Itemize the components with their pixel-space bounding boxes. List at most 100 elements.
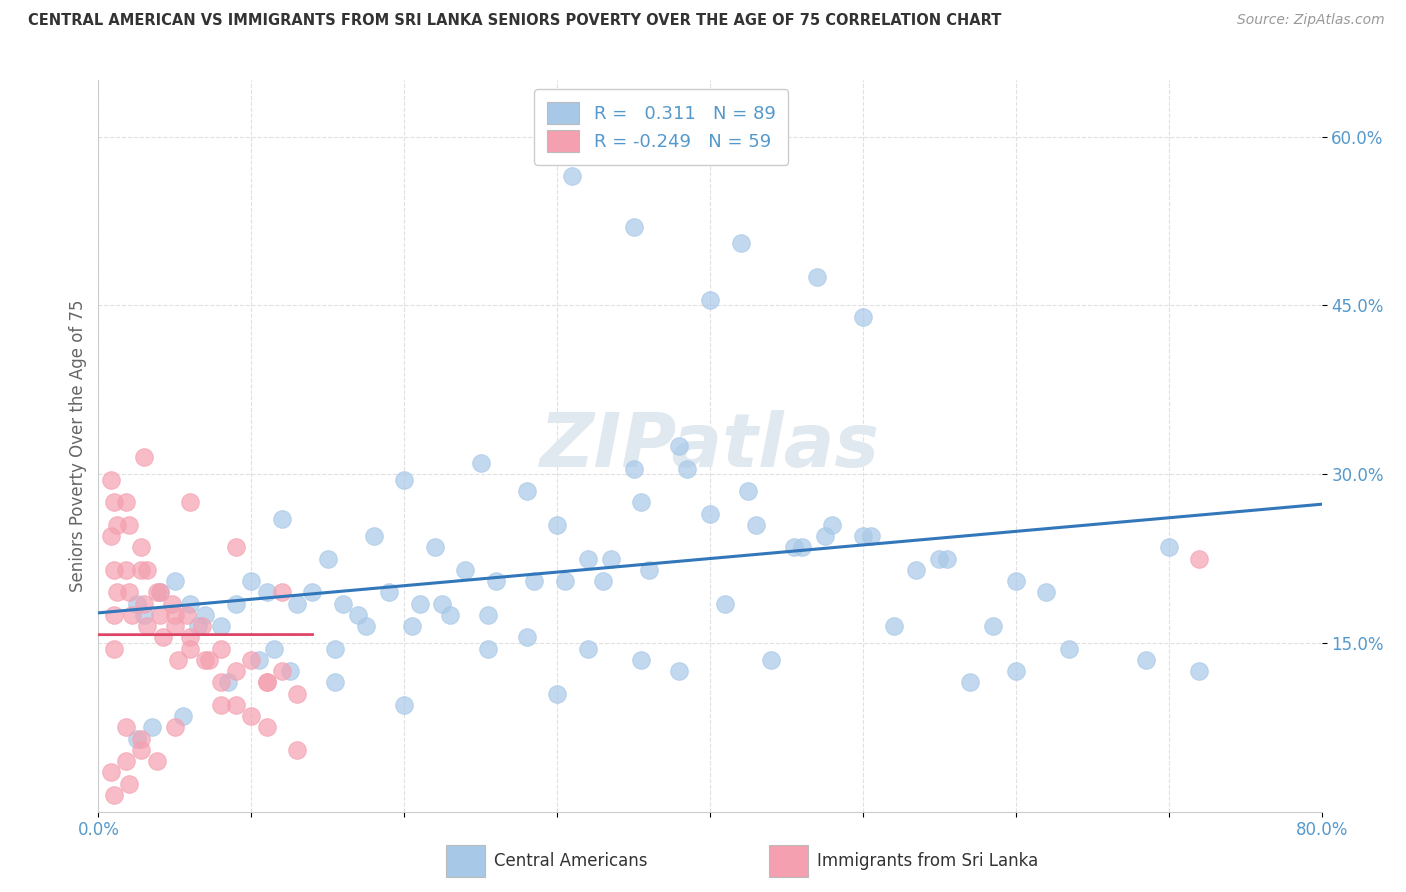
Point bbox=[179, 597, 201, 611]
Point bbox=[814, 529, 837, 543]
Point bbox=[103, 607, 125, 622]
Point bbox=[363, 529, 385, 543]
Point bbox=[523, 574, 546, 588]
Point bbox=[936, 551, 959, 566]
Point bbox=[167, 653, 190, 667]
Point bbox=[163, 619, 186, 633]
Point bbox=[176, 607, 198, 622]
Point bbox=[714, 597, 737, 611]
Point bbox=[806, 270, 828, 285]
Point bbox=[187, 619, 209, 633]
Y-axis label: Seniors Poverty Over the Age of 75: Seniors Poverty Over the Age of 75 bbox=[69, 300, 87, 592]
Point bbox=[852, 529, 875, 543]
Point bbox=[285, 743, 308, 757]
Point bbox=[270, 664, 292, 678]
Point bbox=[546, 517, 568, 532]
Point bbox=[118, 776, 141, 790]
Point bbox=[378, 585, 401, 599]
Point bbox=[316, 551, 339, 566]
Point bbox=[247, 653, 270, 667]
Point bbox=[194, 653, 217, 667]
Point bbox=[325, 675, 347, 690]
Point bbox=[129, 731, 152, 746]
Point bbox=[432, 597, 454, 611]
Point bbox=[1157, 541, 1180, 555]
Point bbox=[209, 641, 232, 656]
Point bbox=[136, 563, 159, 577]
Point bbox=[637, 563, 661, 577]
Point bbox=[121, 607, 143, 622]
Point bbox=[141, 720, 163, 734]
Point bbox=[1035, 585, 1057, 599]
Point bbox=[100, 765, 122, 780]
Text: Source: ZipAtlas.com: Source: ZipAtlas.com bbox=[1237, 13, 1385, 28]
Point bbox=[145, 585, 167, 599]
Point bbox=[103, 563, 125, 577]
Point bbox=[217, 675, 239, 690]
Point bbox=[576, 641, 599, 656]
Point bbox=[225, 698, 247, 712]
Point bbox=[905, 563, 928, 577]
Point bbox=[1188, 664, 1211, 678]
Point bbox=[477, 641, 499, 656]
Point bbox=[209, 675, 232, 690]
Point bbox=[699, 293, 721, 307]
Point bbox=[270, 585, 292, 599]
Point bbox=[959, 675, 981, 690]
Point bbox=[928, 551, 950, 566]
Point bbox=[145, 754, 167, 768]
Point bbox=[134, 607, 156, 622]
Point bbox=[630, 495, 652, 509]
Point bbox=[485, 574, 508, 588]
Point bbox=[179, 495, 201, 509]
Point bbox=[1059, 641, 1081, 656]
Text: Central Americans: Central Americans bbox=[494, 852, 647, 870]
Point bbox=[225, 664, 247, 678]
Point bbox=[118, 517, 141, 532]
Point bbox=[516, 630, 538, 644]
Point bbox=[1135, 653, 1157, 667]
Point bbox=[561, 169, 583, 183]
Point bbox=[759, 653, 782, 667]
Point bbox=[392, 473, 416, 487]
Text: CENTRAL AMERICAN VS IMMIGRANTS FROM SRI LANKA SENIORS POVERTY OVER THE AGE OF 75: CENTRAL AMERICAN VS IMMIGRANTS FROM SRI … bbox=[28, 13, 1001, 29]
Point bbox=[115, 563, 138, 577]
Point bbox=[821, 517, 844, 532]
Point bbox=[134, 597, 156, 611]
Point bbox=[630, 653, 652, 667]
Point bbox=[256, 675, 278, 690]
Point bbox=[225, 597, 247, 611]
Point bbox=[668, 439, 690, 453]
Point bbox=[439, 607, 461, 622]
Point bbox=[546, 687, 568, 701]
Point bbox=[129, 541, 152, 555]
Point bbox=[134, 450, 156, 465]
Point bbox=[105, 517, 128, 532]
Point bbox=[240, 653, 263, 667]
Point bbox=[270, 512, 292, 526]
Point bbox=[278, 664, 301, 678]
Point bbox=[301, 585, 323, 599]
Point bbox=[790, 541, 813, 555]
Point bbox=[576, 551, 599, 566]
Point bbox=[129, 743, 152, 757]
Point bbox=[163, 720, 186, 734]
Point bbox=[737, 483, 759, 498]
Point bbox=[163, 574, 186, 588]
Point bbox=[859, 529, 882, 543]
Point bbox=[783, 541, 806, 555]
Point bbox=[554, 574, 576, 588]
Point bbox=[115, 495, 138, 509]
Point bbox=[240, 709, 263, 723]
Point bbox=[592, 574, 614, 588]
Point bbox=[163, 607, 186, 622]
Point bbox=[149, 585, 172, 599]
Point bbox=[401, 619, 423, 633]
Point bbox=[118, 585, 141, 599]
Point bbox=[103, 641, 125, 656]
Point bbox=[209, 698, 232, 712]
Point bbox=[745, 517, 768, 532]
Point bbox=[332, 597, 354, 611]
Point bbox=[209, 619, 232, 633]
Point bbox=[256, 720, 278, 734]
